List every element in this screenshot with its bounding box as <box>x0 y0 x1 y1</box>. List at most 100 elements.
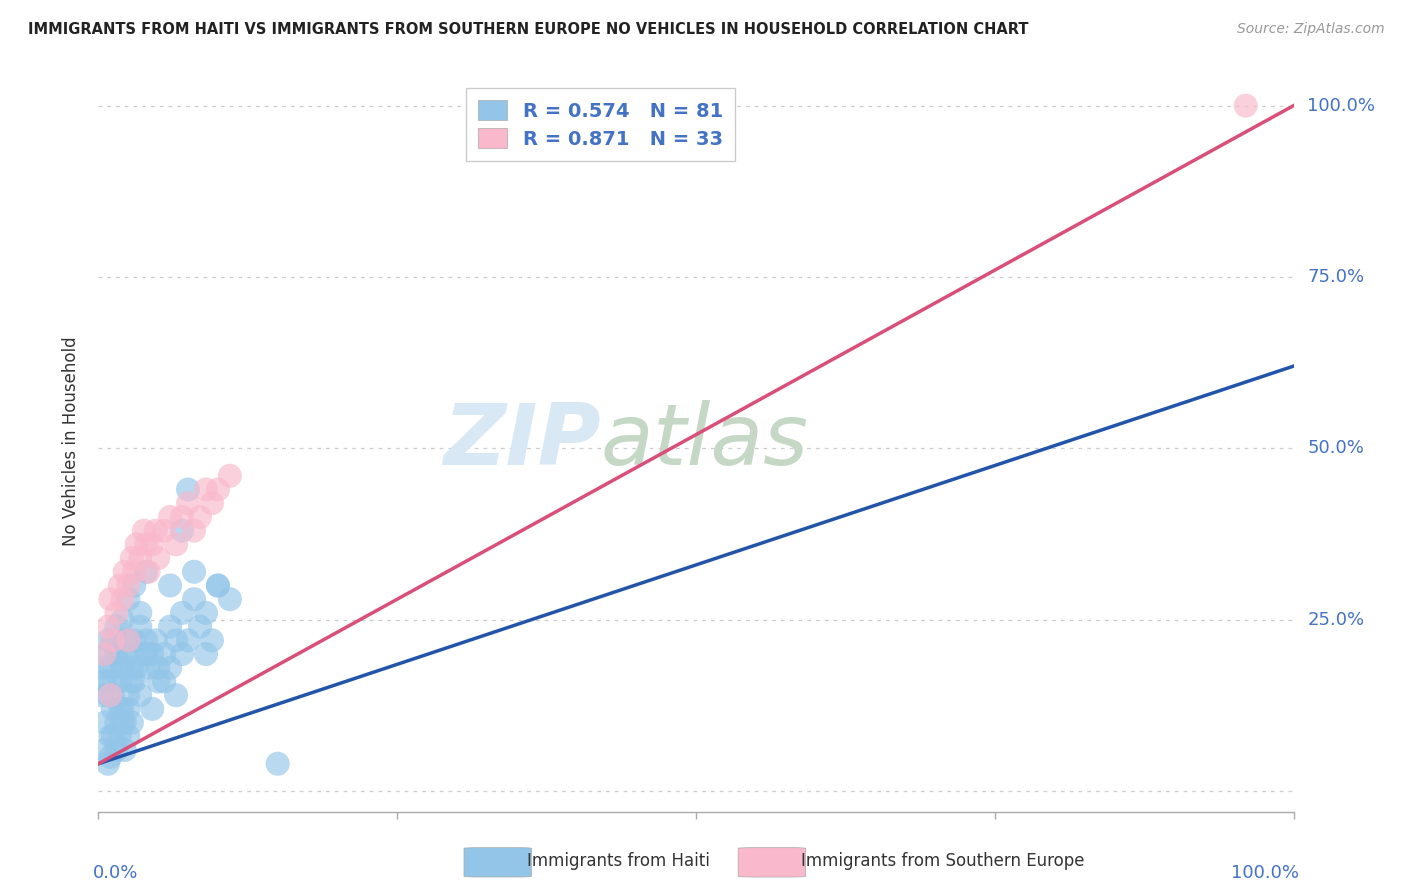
Text: 100.0%: 100.0% <box>1308 96 1375 115</box>
Text: Immigrants from Southern Europe: Immigrants from Southern Europe <box>801 852 1085 870</box>
Point <box>219 468 242 483</box>
Point <box>188 620 211 634</box>
Point <box>153 647 176 661</box>
Point <box>129 551 152 566</box>
Point <box>98 750 122 764</box>
Point <box>172 524 194 538</box>
Point <box>98 729 122 743</box>
Point <box>165 633 187 648</box>
Point <box>183 565 205 579</box>
Point <box>159 510 181 524</box>
Point <box>117 633 139 648</box>
Point <box>98 592 122 607</box>
Point <box>153 674 176 689</box>
Point <box>93 661 115 675</box>
Point <box>93 647 115 661</box>
Point <box>105 620 128 634</box>
Point <box>129 688 152 702</box>
Point <box>121 674 143 689</box>
Point <box>121 661 143 675</box>
Point <box>98 661 122 675</box>
Point <box>108 729 131 743</box>
Point <box>105 606 128 620</box>
Point <box>101 688 124 702</box>
Point <box>98 674 122 689</box>
Point <box>101 702 124 716</box>
Point <box>117 592 139 607</box>
Text: 50.0%: 50.0% <box>1308 440 1364 458</box>
Point <box>93 715 115 730</box>
Point <box>97 756 120 771</box>
Point <box>117 647 139 661</box>
Point <box>135 647 157 661</box>
Point <box>101 633 124 648</box>
Point <box>101 633 124 648</box>
Legend: R = 0.574   N = 81, R = 0.871   N = 33: R = 0.574 N = 81, R = 0.871 N = 33 <box>467 88 734 161</box>
Point <box>125 661 148 675</box>
Point <box>117 578 139 592</box>
Point <box>183 592 205 607</box>
Point <box>165 688 187 702</box>
Point <box>267 756 290 771</box>
Point <box>159 620 181 634</box>
Point <box>188 510 211 524</box>
Point <box>145 524 167 538</box>
Point <box>132 524 155 538</box>
Point <box>135 633 157 648</box>
Point <box>129 606 152 620</box>
Point <box>97 647 120 661</box>
Point <box>111 702 134 716</box>
Point <box>148 551 170 566</box>
Point <box>172 647 194 661</box>
Point <box>172 606 194 620</box>
Point <box>111 592 134 607</box>
Point <box>91 688 114 702</box>
Text: 0.0%: 0.0% <box>93 863 138 881</box>
Point <box>121 715 143 730</box>
Point <box>93 674 115 689</box>
Point <box>141 647 163 661</box>
Point <box>177 483 200 497</box>
Y-axis label: No Vehicles in Household: No Vehicles in Household <box>62 336 80 547</box>
Point <box>138 565 160 579</box>
Point <box>97 620 120 634</box>
Point <box>124 565 146 579</box>
FancyBboxPatch shape <box>464 847 531 877</box>
Point <box>148 661 170 675</box>
Point <box>207 578 229 592</box>
Point <box>135 537 157 551</box>
Text: Source: ZipAtlas.com: Source: ZipAtlas.com <box>1237 22 1385 37</box>
Point <box>114 715 136 730</box>
Text: ZIP: ZIP <box>443 400 600 483</box>
Point <box>195 606 218 620</box>
Point <box>159 578 181 592</box>
Point <box>101 729 124 743</box>
Point <box>177 633 200 648</box>
Point <box>124 578 146 592</box>
Text: 25.0%: 25.0% <box>1308 611 1365 629</box>
Point <box>1234 98 1257 112</box>
FancyBboxPatch shape <box>738 847 806 877</box>
Point <box>201 633 224 648</box>
Text: 100.0%: 100.0% <box>1232 863 1299 881</box>
Point <box>108 647 131 661</box>
Point <box>207 483 229 497</box>
Point <box>145 633 167 648</box>
Point <box>159 661 181 675</box>
Point <box>135 565 157 579</box>
Point <box>117 729 139 743</box>
Point <box>195 483 218 497</box>
Point <box>121 551 143 566</box>
Point <box>108 674 131 689</box>
Point <box>172 510 194 524</box>
Point <box>124 674 146 689</box>
Text: atlas: atlas <box>600 400 808 483</box>
Point <box>165 537 187 551</box>
Point <box>195 647 218 661</box>
Point <box>111 613 134 627</box>
Point <box>207 578 229 592</box>
Point <box>201 496 224 510</box>
Point <box>117 633 139 648</box>
Point <box>108 702 131 716</box>
Point <box>114 661 136 675</box>
